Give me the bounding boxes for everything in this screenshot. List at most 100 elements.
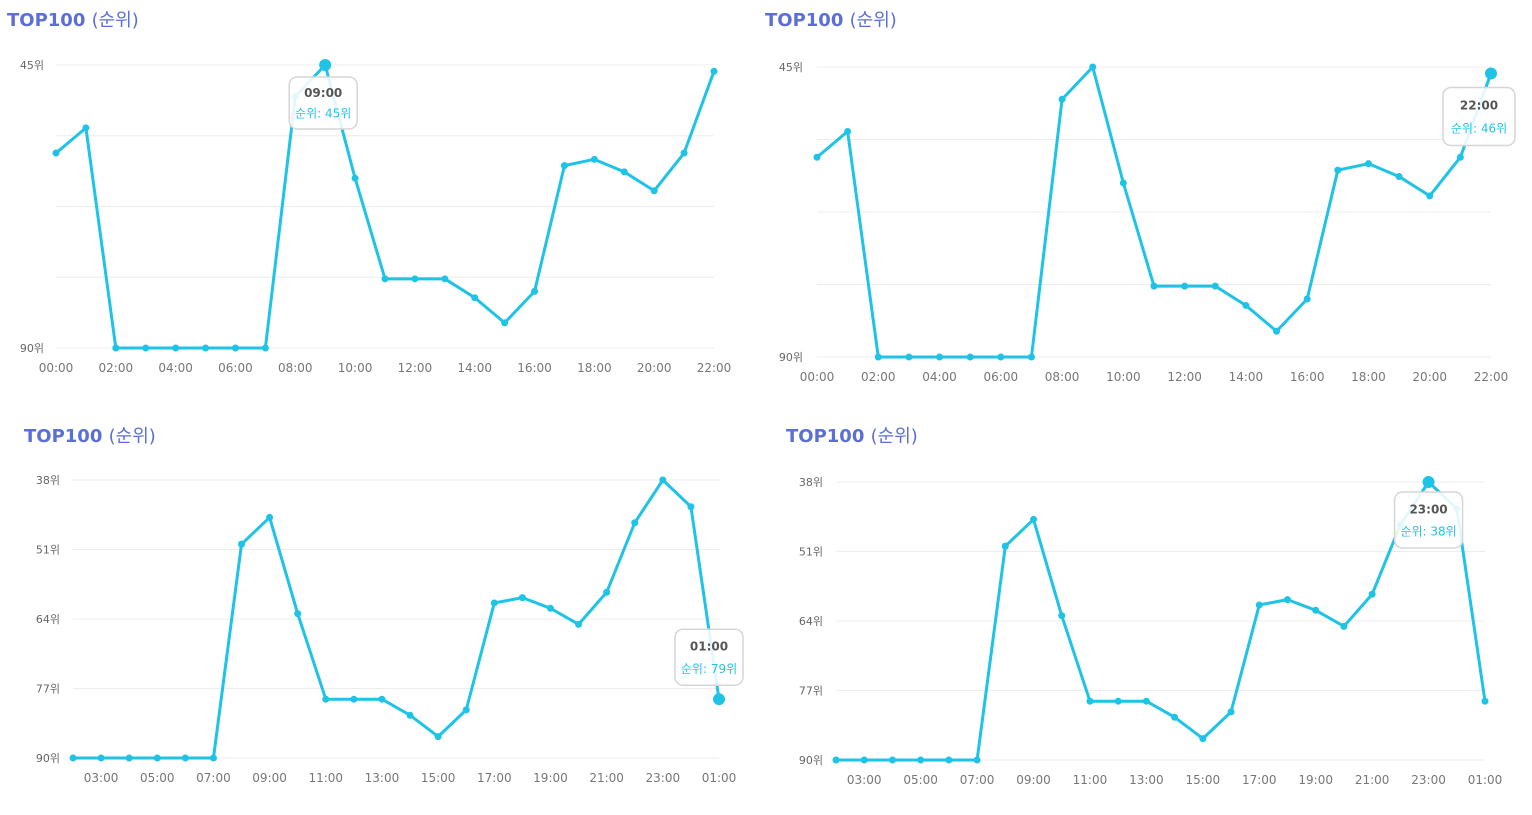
data-point-highlighted[interactable] — [1485, 67, 1497, 80]
data-point[interactable] — [294, 610, 302, 618]
data-point[interactable] — [1426, 192, 1434, 200]
data-point[interactable] — [1086, 697, 1094, 705]
data-point[interactable] — [659, 476, 667, 484]
data-point[interactable] — [1395, 173, 1403, 181]
data-point[interactable] — [434, 733, 442, 741]
data-point[interactable] — [1199, 735, 1207, 743]
data-point[interactable] — [687, 503, 695, 511]
data-point[interactable] — [650, 187, 658, 195]
data-point[interactable] — [1255, 601, 1263, 609]
data-point[interactable] — [142, 344, 150, 352]
data-point[interactable] — [97, 754, 105, 762]
data-point[interactable] — [112, 344, 120, 352]
x-tick-label: 02:00 — [861, 370, 896, 384]
data-point[interactable] — [471, 294, 479, 302]
x-tick-label: 01:00 — [702, 771, 737, 785]
data-point[interactable] — [917, 756, 925, 764]
data-point[interactable] — [1114, 697, 1122, 705]
data-point[interactable] — [351, 174, 359, 182]
data-point[interactable] — [1273, 327, 1281, 335]
data-point[interactable] — [441, 275, 449, 283]
data-point[interactable] — [52, 149, 60, 157]
data-point[interactable] — [1364, 160, 1372, 168]
data-point[interactable] — [153, 754, 161, 762]
data-point[interactable] — [874, 353, 882, 361]
data-point[interactable] — [69, 754, 77, 762]
data-point[interactable] — [231, 344, 239, 352]
line-chart[interactable]: 45위 90위 00:00 02:00 04:00 06:00 08:00 10:00 12:0… — [0, 0, 760, 400]
x-tick-label: 19:00 — [533, 771, 568, 785]
data-point[interactable] — [973, 756, 981, 764]
data-point[interactable] — [1303, 295, 1311, 303]
data-point[interactable] — [997, 353, 1005, 361]
data-point[interactable] — [406, 711, 414, 719]
data-point[interactable] — [1211, 282, 1219, 290]
data-point[interactable] — [936, 353, 944, 361]
data-point[interactable] — [261, 344, 269, 352]
data-point[interactable] — [966, 353, 974, 361]
data-point[interactable] — [1150, 282, 1158, 290]
data-point[interactable] — [1119, 179, 1127, 187]
data-point[interactable] — [1227, 708, 1235, 716]
data-point[interactable] — [631, 519, 639, 527]
data-point[interactable] — [590, 155, 598, 163]
data-point[interactable] — [266, 513, 274, 521]
data-point[interactable] — [1368, 590, 1376, 598]
data-point[interactable] — [710, 67, 718, 75]
data-point[interactable] — [1481, 697, 1489, 705]
tooltip-box — [1442, 86, 1516, 147]
data-point[interactable] — [209, 754, 217, 762]
data-point[interactable] — [238, 540, 246, 548]
data-point[interactable] — [1242, 301, 1250, 309]
data-point[interactable] — [1058, 612, 1066, 620]
line-chart[interactable]: 38위 51위 64위 77위 90위 03:00 05:00 07:00 09:00 11:00… — [760, 410, 1532, 815]
data-point[interactable] — [546, 604, 554, 612]
data-point[interactable] — [1089, 63, 1097, 71]
data-point[interactable] — [905, 353, 913, 361]
data-point[interactable] — [575, 620, 583, 628]
data-point[interactable] — [832, 756, 840, 764]
data-point-highlighted[interactable] — [1422, 476, 1435, 488]
data-point[interactable] — [350, 695, 358, 703]
data-point[interactable] — [172, 344, 180, 352]
data-point[interactable] — [1171, 713, 1179, 721]
data-point-highlighted[interactable] — [319, 59, 332, 71]
data-point[interactable] — [411, 275, 419, 283]
data-point[interactable] — [1030, 515, 1038, 523]
line-chart[interactable]: 45위 90위 00:00 02:00 04:00 06:00 08:00 10:00 12:0… — [760, 0, 1532, 410]
line-chart[interactable]: 38위 51위 64위 77위 90위 03:00 05:00 07:00 09:00 11:00… — [0, 410, 760, 815]
data-point[interactable] — [1001, 542, 1009, 550]
data-point[interactable] — [945, 756, 953, 764]
data-point[interactable] — [844, 127, 852, 135]
data-point[interactable] — [82, 124, 90, 132]
data-point[interactable] — [1142, 697, 1150, 705]
data-point[interactable] — [1181, 282, 1189, 290]
data-point[interactable] — [531, 287, 539, 295]
data-point[interactable] — [888, 756, 896, 764]
data-point[interactable] — [202, 344, 210, 352]
data-point[interactable] — [620, 168, 628, 176]
data-point[interactable] — [813, 153, 821, 161]
data-point[interactable] — [181, 754, 189, 762]
data-point[interactable] — [501, 319, 509, 327]
data-point[interactable] — [381, 275, 389, 283]
data-point[interactable] — [1058, 95, 1066, 103]
data-point[interactable] — [680, 149, 688, 157]
data-point[interactable] — [1334, 166, 1342, 174]
data-point[interactable] — [1283, 596, 1291, 604]
data-point[interactable] — [322, 695, 330, 703]
data-point[interactable] — [860, 756, 868, 764]
data-point[interactable] — [125, 754, 133, 762]
data-point[interactable] — [1340, 622, 1348, 630]
data-point-highlighted[interactable] — [713, 693, 725, 706]
data-point[interactable] — [1456, 153, 1464, 161]
data-point[interactable] — [518, 594, 526, 602]
data-point[interactable] — [1027, 353, 1035, 361]
data-point[interactable] — [462, 706, 470, 714]
data-point[interactable] — [378, 695, 386, 703]
data-point[interactable] — [603, 588, 611, 596]
tooltip: 09:00 순위: 45위 — [288, 76, 358, 130]
data-point[interactable] — [1312, 606, 1320, 614]
data-point[interactable] — [490, 599, 498, 607]
data-point[interactable] — [560, 162, 568, 170]
